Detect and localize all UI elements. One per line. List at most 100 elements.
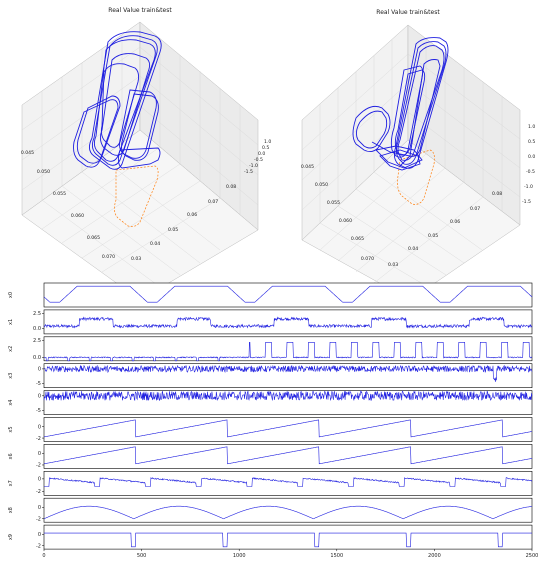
y-tick-label: -2 [36, 516, 41, 522]
svg-text:0.07: 0.07 [470, 206, 480, 212]
svg-text:1.0: 1.0 [528, 124, 535, 130]
svg-text:0.06: 0.06 [450, 219, 460, 225]
svg-text:0.070: 0.070 [361, 256, 374, 262]
svg-text:0.03: 0.03 [131, 256, 141, 262]
svg-text:0.08: 0.08 [492, 191, 502, 197]
panel3d-right-test-trajectory [397, 149, 435, 205]
panel3d-right-grid [301, 39, 521, 288]
panel3d-right-train-trajectory [352, 37, 449, 171]
series-line [44, 364, 533, 382]
subplot-x2: x2 0.0 2.5 [8, 336, 533, 362]
svg-text:0.07: 0.07 [208, 199, 218, 205]
subplot-frame [43, 282, 533, 308]
y-tick-label: 0 [38, 424, 41, 430]
y-tick-label: 0.0 [33, 326, 41, 332]
series-label: x3 [8, 373, 14, 379]
y-tick-label: -2 [36, 463, 41, 469]
svg-text:0.06: 0.06 [187, 212, 197, 218]
subplot-frame [43, 417, 533, 442]
series-label: x2 [8, 346, 14, 352]
svg-text:0.5: 0.5 [528, 139, 535, 145]
svg-text:0.055: 0.055 [53, 191, 66, 197]
svg-text:-1.0: -1.0 [524, 184, 533, 190]
subplot-x9: x9 0-20 500 1000 1500 2000 2500 [8, 524, 539, 559]
subplot-x5: x5 0 -2 [8, 417, 533, 442]
svg-text:0.0: 0.0 [528, 154, 535, 160]
series-line [43, 390, 533, 402]
subplot-x8: x8 0 -2 [8, 497, 533, 523]
svg-text:0.060: 0.060 [339, 218, 352, 224]
svg-text:0.060: 0.060 [71, 213, 84, 219]
series-line [44, 532, 532, 548]
svg-text:0.5: 0.5 [262, 145, 269, 151]
y-tick-label: 0 [38, 477, 41, 483]
panel3d-right-bottom-ticks: 0.03 0.04 0.05 0.06 0.07 0.08 [388, 191, 502, 268]
svg-text:-1.5: -1.5 [244, 169, 253, 175]
svg-text:0.050: 0.050 [315, 182, 328, 188]
subplot-frame [43, 524, 533, 550]
y-tick-label: -2 [36, 489, 41, 495]
series-label: x8 [8, 507, 14, 513]
svg-text:0.05: 0.05 [428, 233, 438, 239]
subplot-x3: x3 0 -5 [8, 363, 533, 389]
svg-text:0.08: 0.08 [226, 184, 236, 190]
y-tick-label: -2 [36, 543, 41, 549]
subplot-x4: x4 0 -5 [8, 390, 533, 415]
panel3d-left-bottom-ticks: 0.03 0.04 0.05 0.06 0.07 0.08 [131, 184, 236, 262]
panel3d-left: Real Value train&test 0.045 0.050 0.055 [21, 7, 271, 301]
svg-text:0.045: 0.045 [21, 150, 34, 156]
subplot-frame [43, 336, 533, 362]
y-tick-label: -5 [36, 381, 41, 387]
panel3d-left-left-ticks: 0.045 0.050 0.055 0.060 0.065 0.070 [21, 150, 115, 260]
series-line [43, 419, 532, 438]
svg-text:0.0: 0.0 [258, 151, 265, 157]
y-tick-label: 0.0 [33, 355, 41, 361]
svg-text:0.055: 0.055 [327, 200, 340, 206]
y-tick-label: 0 [38, 451, 41, 457]
subplot-frame [43, 444, 533, 469]
svg-text:0.065: 0.065 [87, 235, 100, 241]
series-label: x4 [8, 400, 14, 406]
svg-text:0.045: 0.045 [301, 164, 314, 170]
x-tick-label: 2000 [428, 553, 441, 559]
y-tick-label: 2.5 [33, 311, 41, 317]
x-tick-label: 1000 [233, 553, 246, 559]
subplot-frame [43, 470, 533, 496]
svg-text:-0.5: -0.5 [526, 169, 535, 175]
series-line [43, 316, 533, 329]
series-label: x9 [8, 534, 14, 540]
y-tick-label: 0 [38, 505, 41, 511]
series-line [43, 285, 533, 303]
svg-text:0.050: 0.050 [37, 169, 50, 175]
x-tick-label: 0 [42, 553, 45, 559]
panel3d-right-left-ticks: 0.045 0.050 0.055 0.060 0.065 0.070 [301, 164, 374, 262]
series-label: x0 [8, 292, 14, 298]
svg-text:-1.5: -1.5 [522, 199, 531, 205]
subplot-frame [43, 309, 533, 335]
svg-text:0.065: 0.065 [351, 236, 364, 242]
series-line [43, 505, 532, 520]
series-line [44, 477, 533, 487]
series-label: x7 [8, 480, 14, 486]
subplot-frame [43, 497, 533, 523]
series-label: x6 [8, 453, 14, 459]
svg-text:1.0: 1.0 [264, 139, 271, 145]
svg-text:0.04: 0.04 [150, 241, 160, 247]
series-label: x5 [8, 426, 14, 432]
y-tick-label: 0 [38, 394, 41, 400]
panel3d-left-test-trajectory [114, 165, 159, 227]
panel3d-right: Real Value train&test 0.045 0.050 0.055 … [301, 9, 535, 301]
panel3d-left-title: Real Value train&test [108, 7, 172, 14]
svg-text:0.070: 0.070 [102, 254, 115, 260]
x-tick-label: 500 [137, 553, 147, 559]
y-tick-label: -5 [36, 408, 41, 414]
svg-text:0.03: 0.03 [388, 262, 398, 268]
subplot-x1: x1 0.0 2.5 [8, 309, 533, 335]
y-tick-label: -2 [36, 436, 41, 442]
subplot-frame [43, 363, 533, 389]
panel3d-right-vertical-ticks: 1.0 0.5 0.0 -0.5 -1.0 -1.5 [522, 124, 535, 205]
panel3d-left-grid [21, 35, 259, 288]
x-tick-label: 2500 [526, 553, 539, 559]
